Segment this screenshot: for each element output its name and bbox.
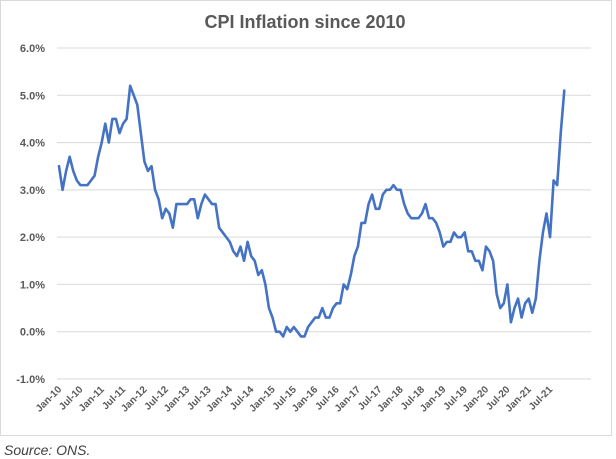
x-axis-tick-labels: Jan-10Jul-10Jan-11Jul-11Jan-12Jul-12Jan-… <box>34 384 556 414</box>
y-tick-label: 6.0% <box>20 43 45 55</box>
x-tick-label: Jan-10 <box>34 384 64 414</box>
source-note: Source: ONS. <box>4 442 91 458</box>
y-axis-tick-labels: -1.0% 0.0% 1.0% 2.0% 3.0% 4.0% 5.0% 6.0% <box>16 43 45 386</box>
y-tick-label: 1.0% <box>20 279 45 291</box>
cpi-series-line <box>57 84 566 338</box>
y-tick-label: 4.0% <box>20 138 45 150</box>
x-tick-label: Jul-21 <box>527 384 556 413</box>
chart-svg: CPI Inflation since 2010 -1.0% 0.0% 1.0% 2.… <box>16 12 591 415</box>
y-tick-label: -1.0% <box>16 374 45 386</box>
y-tick-label: 3.0% <box>20 185 45 197</box>
y-tick-label: 0.0% <box>20 327 45 339</box>
chart-frame: CPI Inflation since 2010 -1.0% 0.0% 1.0% 2.… <box>0 0 612 436</box>
gridlines <box>57 47 591 380</box>
y-tick-label: 2.0% <box>20 232 45 244</box>
chart-title: CPI Inflation since 2010 <box>204 12 405 32</box>
y-tick-label: 5.0% <box>20 90 45 102</box>
series-layer <box>57 84 566 338</box>
